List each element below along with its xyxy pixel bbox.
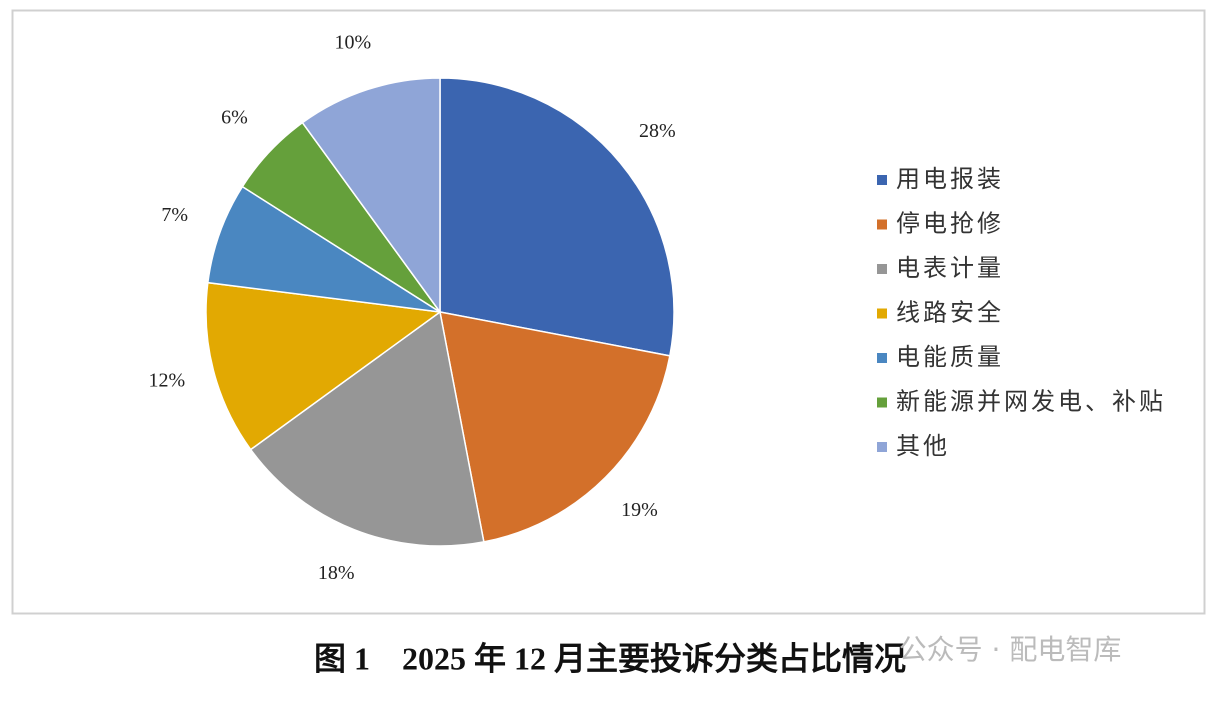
legend-swatch	[877, 264, 887, 274]
pie-slice	[249, 310, 485, 547]
data-label: 19%	[621, 499, 658, 521]
pie-slice	[207, 185, 441, 313]
legend-label: 新能源并网发电、补贴	[896, 388, 1166, 416]
data-label: 7%	[161, 204, 188, 226]
legend-label: 电能质量	[896, 343, 1004, 371]
pie-slice	[301, 77, 441, 315]
legend-swatch	[877, 397, 887, 408]
pie-slice	[205, 281, 442, 451]
data-label: 12%	[149, 370, 186, 392]
legend-label: 电表计量	[896, 254, 1004, 282]
watermark: 公众号 · 配电智库	[899, 633, 1122, 666]
data-label: 28%	[639, 120, 676, 142]
legend-swatch	[877, 308, 887, 319]
legend-swatch	[877, 219, 887, 230]
caption: 图 1 2025 年 12 月主要投诉分类占比情况	[314, 640, 906, 676]
data-label: 6%	[221, 107, 248, 129]
legend-label: 用电报装	[896, 165, 1004, 193]
legend-swatch	[877, 175, 887, 185]
pie-slice	[439, 77, 675, 357]
pie-slice	[439, 311, 671, 543]
legend-label: 线路安全	[896, 299, 1004, 327]
data-label: 18%	[318, 562, 355, 584]
legend-swatch	[877, 353, 887, 363]
legend-label: 其他	[896, 432, 950, 460]
legend-swatch	[877, 442, 887, 452]
legend-label: 停电抢修	[896, 210, 1004, 238]
data-label: 10%	[335, 31, 372, 53]
